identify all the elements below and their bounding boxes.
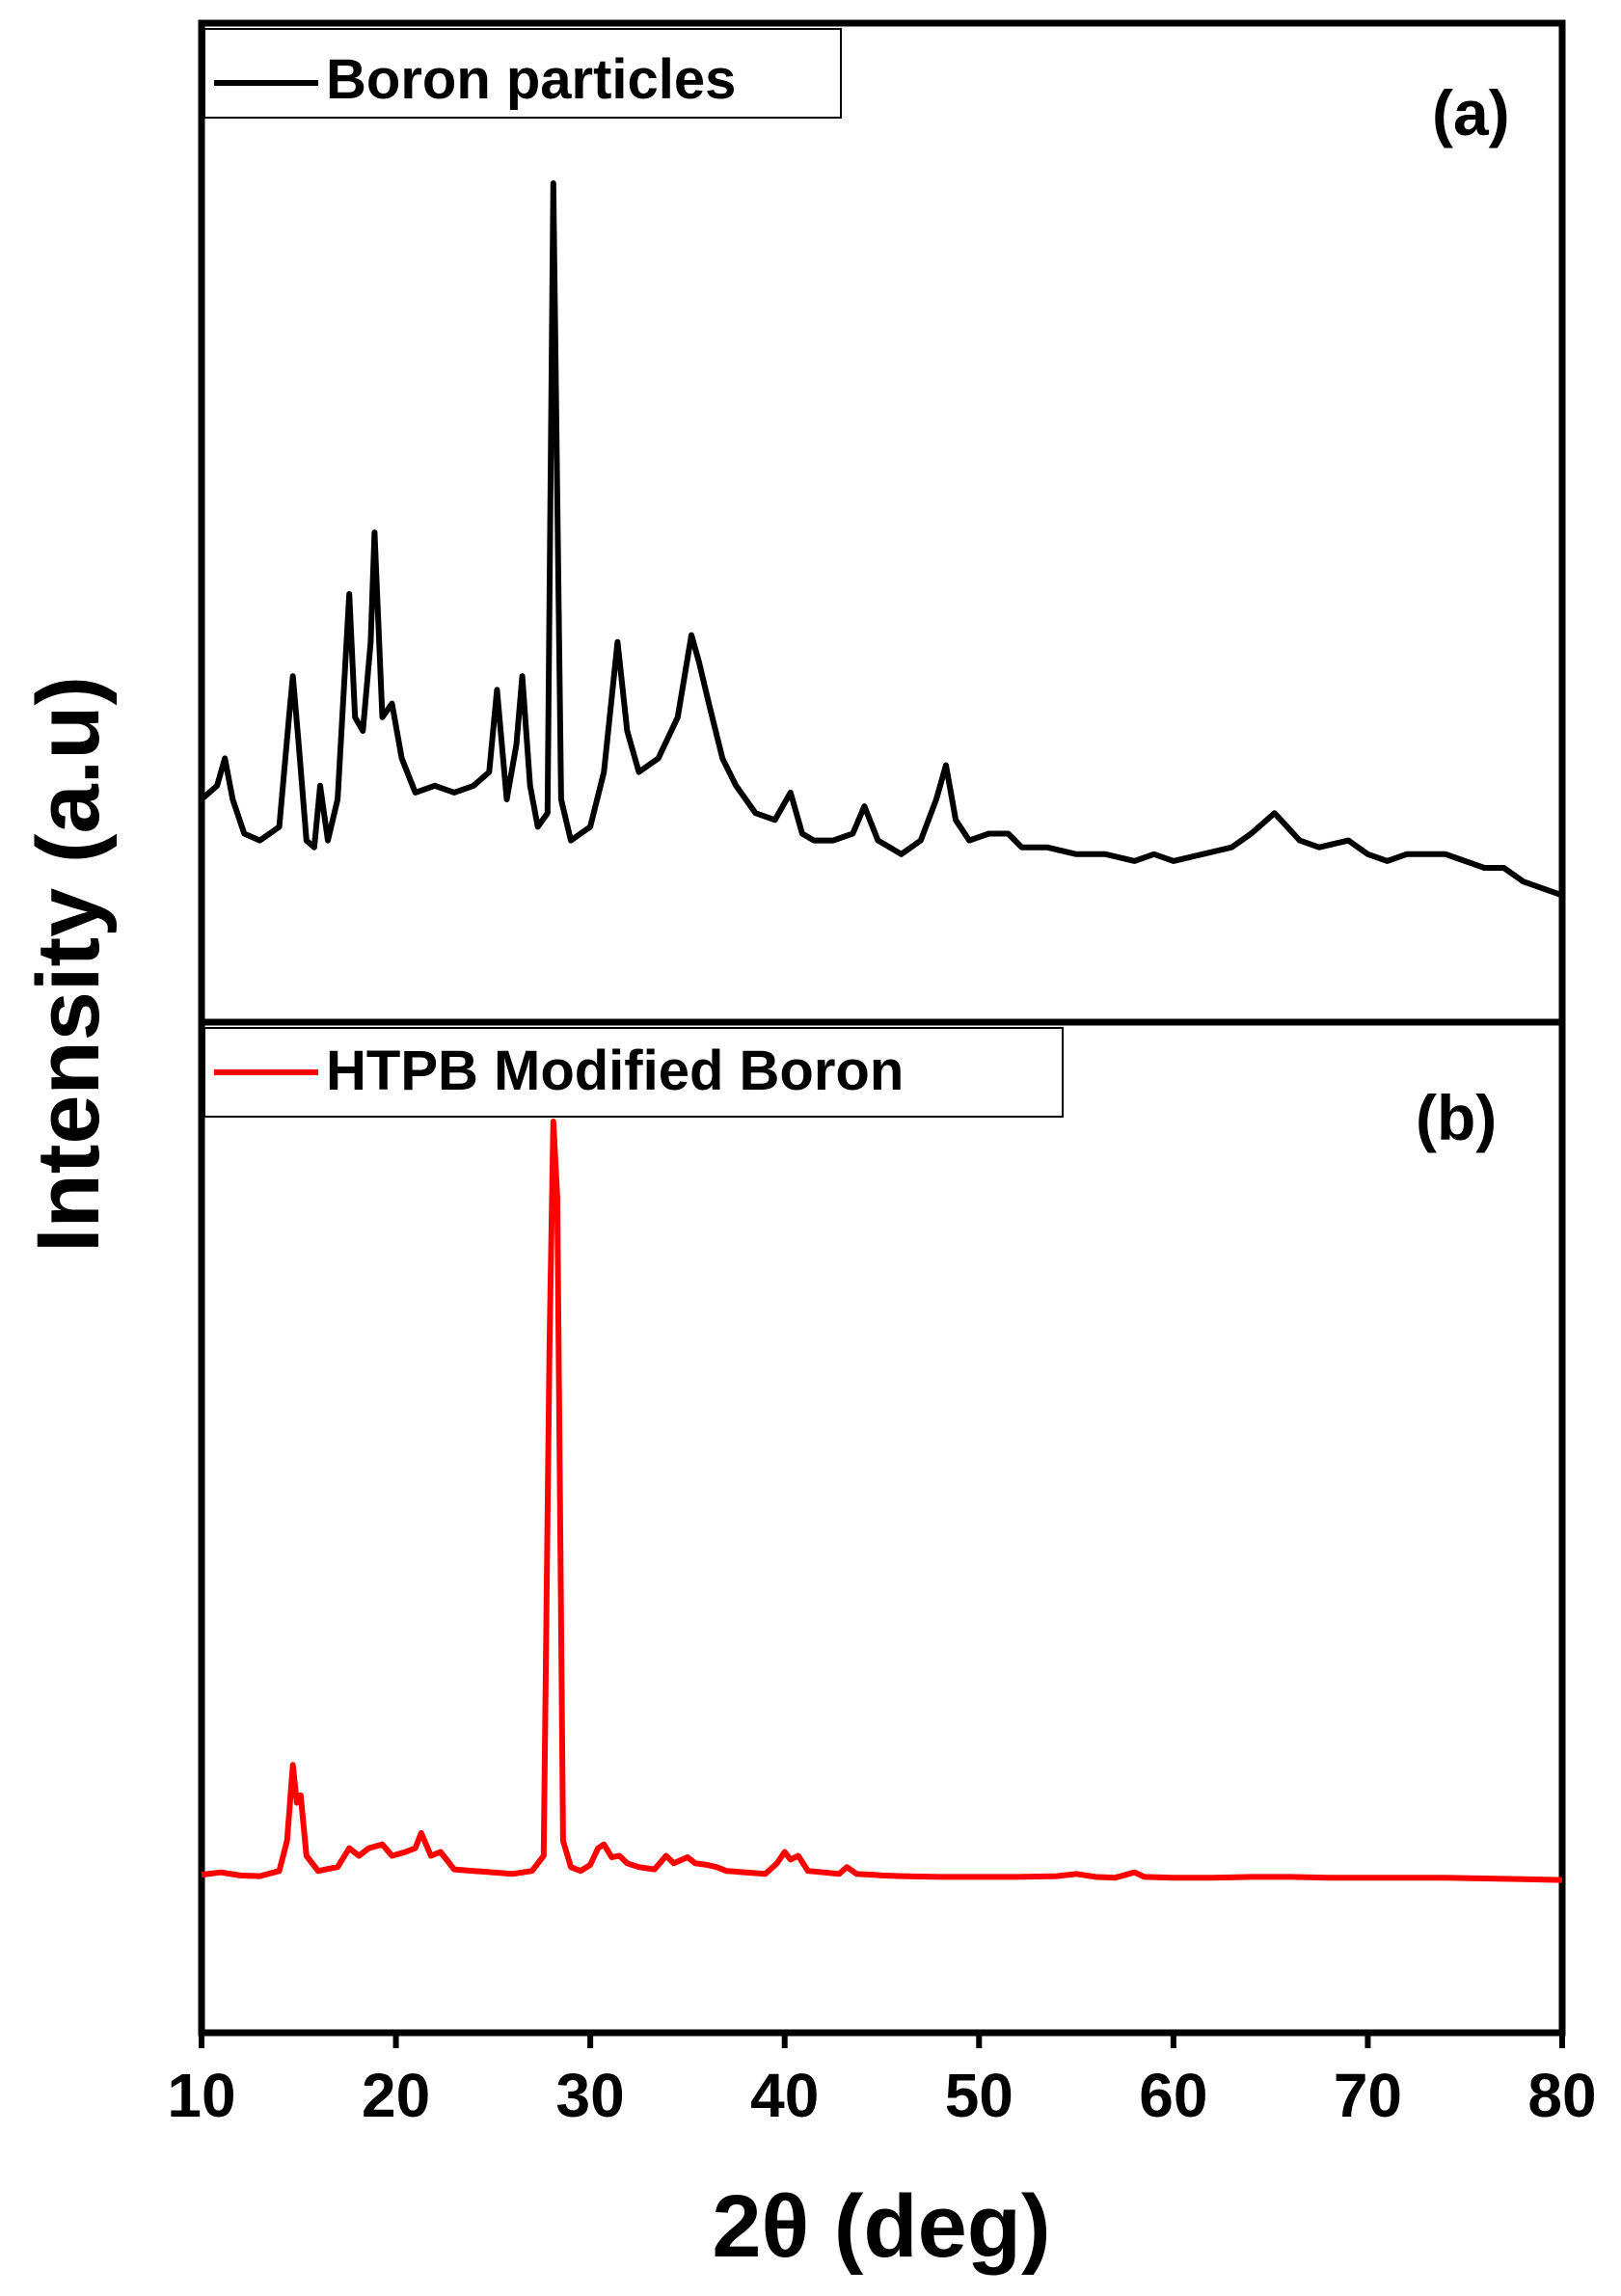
- x-tick-label-20: 20: [362, 2061, 430, 2130]
- panel-label-a: (a): [1432, 77, 1510, 149]
- legend-box-b: [203, 1027, 1064, 1118]
- x-axis-title: 2θ (deg): [712, 2177, 1050, 2276]
- panel-b: HTPB Modified Boron (b): [201, 1027, 1563, 1883]
- x-tick-label-60: 60: [1139, 2061, 1207, 2130]
- x-tick-label-50: 50: [945, 2061, 1013, 2130]
- x-axis-ticks: [199, 2033, 1565, 2048]
- x-axis-tick-labels: 10 20 30 40 50 60 70 80: [167, 2061, 1596, 2130]
- y-axis-title: Intensity (a.u): [19, 676, 118, 1253]
- series-line-htpb-modified-boron: [201, 1119, 1563, 1883]
- legend-box-a: [203, 28, 842, 119]
- legend-label-b: HTPB Modified Boron: [326, 1040, 904, 1102]
- panel-label-b: (b): [1416, 1082, 1497, 1153]
- panel-a: Boron particles (a): [200, 28, 1563, 899]
- x-tick-label-40: 40: [750, 2061, 819, 2130]
- legend-label-a: Boron particles: [326, 48, 736, 111]
- x-tick-label-30: 30: [556, 2061, 625, 2130]
- x-tick-label-70: 70: [1334, 2061, 1402, 2130]
- plot-frame: [198, 19, 1566, 2037]
- x-tick-label-80: 80: [1527, 2061, 1596, 2130]
- series-line-boron-particles: [200, 180, 1563, 899]
- x-tick-label-10: 10: [167, 2061, 235, 2130]
